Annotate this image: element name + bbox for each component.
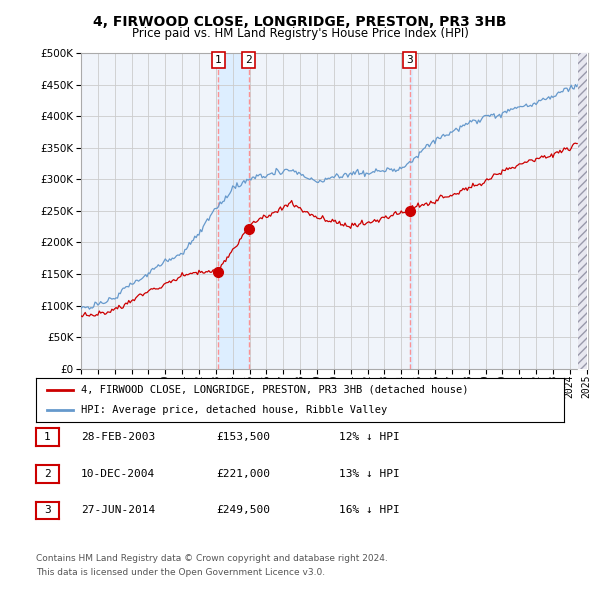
Text: 12% ↓ HPI: 12% ↓ HPI (339, 432, 400, 442)
Text: 10-DEC-2004: 10-DEC-2004 (81, 469, 155, 478)
Bar (218, 53, 248, 369)
Text: 13% ↓ HPI: 13% ↓ HPI (339, 469, 400, 478)
Text: 4, FIRWOOD CLOSE, LONGRIDGE, PRESTON, PR3 3HB (detached house): 4, FIRWOOD CLOSE, LONGRIDGE, PRESTON, PR… (81, 385, 469, 395)
Text: 2: 2 (245, 55, 252, 65)
Text: This data is licensed under the Open Government Licence v3.0.: This data is licensed under the Open Gov… (36, 568, 325, 577)
Text: Contains HM Land Registry data © Crown copyright and database right 2024.: Contains HM Land Registry data © Crown c… (36, 555, 388, 563)
Text: 1: 1 (44, 432, 51, 442)
Bar (578, 53, 587, 369)
Text: £249,500: £249,500 (216, 506, 270, 515)
Text: 3: 3 (406, 55, 413, 65)
Text: 2: 2 (44, 469, 51, 478)
Text: 28-FEB-2003: 28-FEB-2003 (81, 432, 155, 442)
Text: 16% ↓ HPI: 16% ↓ HPI (339, 506, 400, 515)
Text: 1: 1 (215, 55, 222, 65)
Bar (410, 53, 412, 369)
Text: 4, FIRWOOD CLOSE, LONGRIDGE, PRESTON, PR3 3HB: 4, FIRWOOD CLOSE, LONGRIDGE, PRESTON, PR… (93, 15, 507, 29)
Text: £153,500: £153,500 (216, 432, 270, 442)
Text: HPI: Average price, detached house, Ribble Valley: HPI: Average price, detached house, Ribb… (81, 405, 387, 415)
Text: 3: 3 (44, 506, 51, 515)
Text: 27-JUN-2014: 27-JUN-2014 (81, 506, 155, 515)
Text: Price paid vs. HM Land Registry's House Price Index (HPI): Price paid vs. HM Land Registry's House … (131, 27, 469, 40)
Text: £221,000: £221,000 (216, 469, 270, 478)
